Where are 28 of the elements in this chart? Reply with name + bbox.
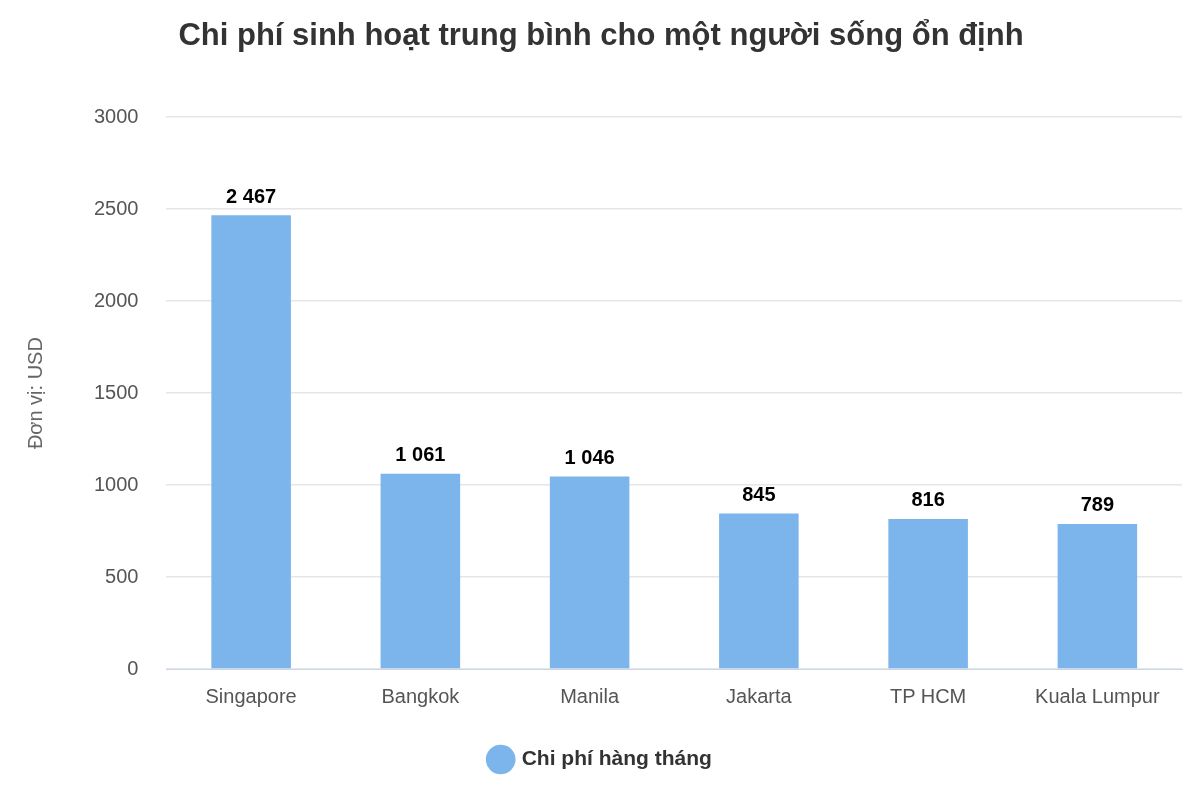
y-tick-label: 1000 [93,472,139,495]
x-tick-label: Jakarta [726,684,793,707]
bar [549,476,630,669]
x-tick-label: Kuala Lumpur [1035,684,1160,707]
y-axis-title: Đơn vị: USD [23,337,46,450]
bar [211,215,291,669]
y-tick-label: 2500 [93,196,139,219]
chart-title: Chi phí sinh hoạt trung bình cho một người sống ổn định [178,17,1024,53]
legend-label: Chi phí hàng tháng [521,746,712,770]
bar [1057,523,1138,669]
x-tick-label: Singapore [205,684,297,707]
data-label: 789 [1080,493,1115,516]
bar [380,473,461,669]
y-tick-label: 500 [105,564,139,587]
data-label: 845 [742,483,776,506]
data-label: 2 467 [226,184,277,207]
x-tick-label: TP HCM [889,684,967,707]
y-tick-label: 1500 [93,380,139,403]
y-tick-label: 2000 [93,288,139,311]
y-tick-label: 3000 [93,104,139,127]
y-tick-label: 0 [127,656,139,679]
x-tick-label: Bangkok [381,684,461,707]
data-label: 816 [911,488,945,511]
data-label: 1 061 [395,443,446,466]
x-tick-label: Manila [560,684,620,707]
bar [888,518,968,669]
data-label: 1 046 [564,446,615,469]
bar [719,513,799,669]
